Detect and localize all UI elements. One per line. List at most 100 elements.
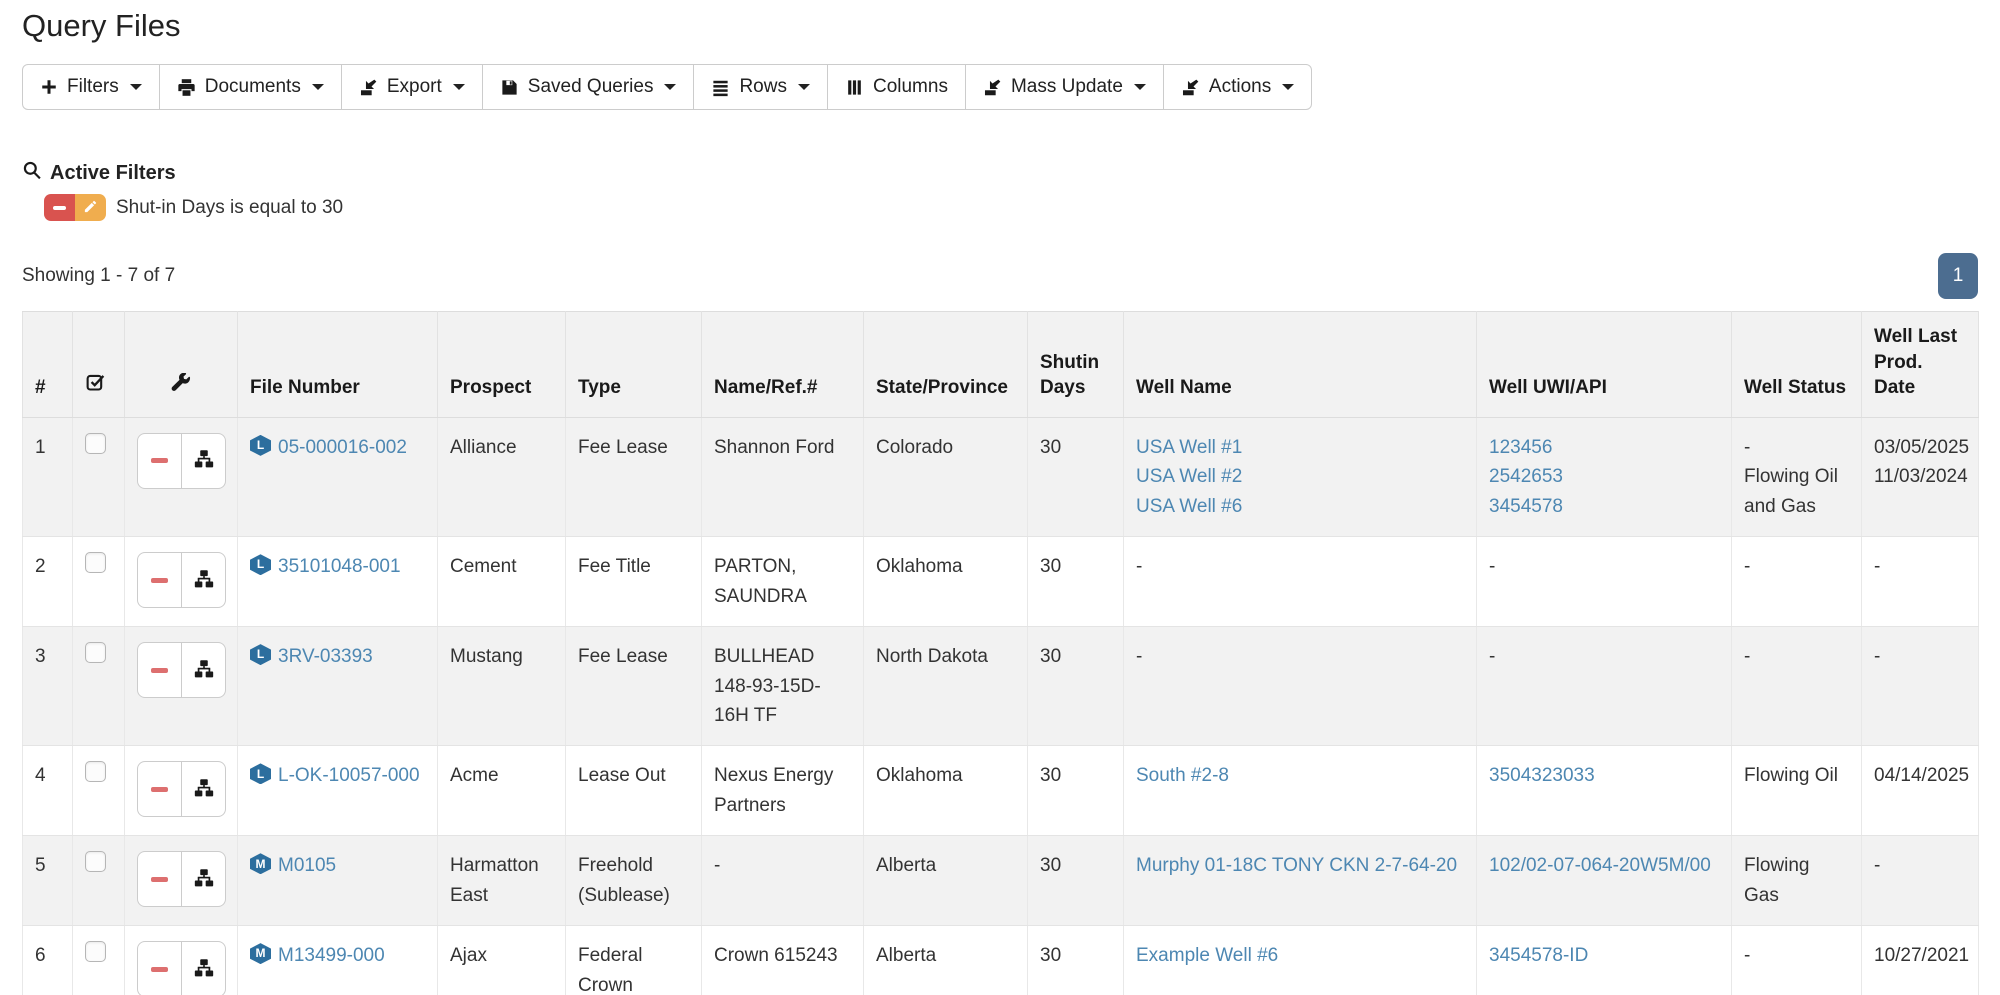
well-uwi: 3454578 (1489, 492, 1719, 521)
results-row: Showing 1 - 7 of 7 1 (22, 253, 1978, 299)
well-uwi-link[interactable]: 3504323033 (1489, 765, 1595, 787)
saved-queries-button-label: Saved Queries (527, 76, 654, 97)
active-filter-text: Shut-in Days is equal to 30 (116, 196, 344, 218)
file-number-cell: M M0105 (237, 835, 438, 927)
well-status: - (1744, 646, 1751, 668)
remove-row-button[interactable] (137, 432, 182, 489)
file-number-cell: L 05-000016-002 (237, 417, 438, 538)
well-uwi-link[interactable]: 123456 (1489, 436, 1553, 458)
shutin-days-cell: 30 (1027, 925, 1124, 995)
well-uwi: 3454578-ID (1489, 941, 1719, 970)
caret-down-icon (1282, 84, 1295, 90)
row-action-group (137, 552, 226, 609)
remove-row-button[interactable] (137, 642, 182, 699)
well-uwi: - (1489, 556, 1496, 578)
active-filters-heading-label: Active Filters (50, 161, 176, 184)
row-checkbox[interactable] (85, 432, 106, 454)
well-uwi: - (1489, 646, 1496, 668)
file-type-icon: M (250, 853, 271, 875)
hierarchy-button[interactable] (181, 761, 226, 818)
import-icon (983, 78, 1002, 97)
well-status: Flowing Oil and Gas (1744, 466, 1838, 517)
toolbar: Filters Documents Export Saved Queries R… (22, 64, 1313, 110)
well-name-link[interactable]: USA Well #1 (1136, 436, 1243, 458)
file-number-link[interactable]: M0105 (278, 855, 337, 877)
state-province-cell: Oklahoma (863, 745, 1028, 837)
file-number-link[interactable]: 3RV-03393 (278, 646, 373, 668)
hierarchy-button[interactable] (181, 552, 226, 609)
shutin-days-cell: 30 (1027, 745, 1124, 837)
columns-button[interactable]: Columns (826, 64, 966, 110)
mass-update-button[interactable]: Mass Update (964, 64, 1164, 110)
file-number-cell: L 35101048-001 (237, 536, 438, 628)
hierarchy-button[interactable] (181, 941, 226, 995)
edit-filter-button[interactable] (75, 194, 106, 221)
hierarchy-button[interactable] (181, 432, 226, 489)
rows-button[interactable]: Rows (693, 64, 828, 110)
well-uwi-link[interactable]: 3454578 (1489, 495, 1563, 517)
row-action-group (137, 941, 226, 995)
row-checkbox[interactable] (85, 761, 106, 783)
row-checkbox[interactable] (85, 941, 106, 963)
remove-row-button[interactable] (137, 761, 182, 818)
well-uwi-link[interactable]: 102/02-07-064-20W5M/00 (1489, 855, 1711, 877)
row-actions-cell (124, 745, 238, 837)
filter-actions (44, 194, 106, 221)
check-square-icon (85, 375, 106, 398)
remove-row-button[interactable] (137, 941, 182, 995)
well-name: Example Well #6 (1136, 941, 1464, 970)
well-name-link[interactable]: Example Well #6 (1136, 945, 1279, 967)
well-name-link[interactable]: Murphy 01-18C TONY CKN 2-7-64-20 (1136, 855, 1458, 877)
well-uwi-api-cell: 123456 2542653 3454578 (1476, 417, 1732, 538)
table-row: 2 L 35101048-001 Cement Fee Title PARTON, SAU… (22, 536, 1979, 628)
row-checkbox[interactable] (85, 642, 106, 664)
caret-down-icon (664, 84, 677, 90)
actions-button[interactable]: Actions (1162, 64, 1313, 110)
column-file-number: File Number (237, 311, 438, 418)
well-status: Flowing Gas (1744, 855, 1810, 906)
well-last-prod-cell: - (1861, 626, 1979, 747)
filters-button[interactable]: Filters (22, 64, 160, 110)
state-province-cell: Oklahoma (863, 536, 1028, 628)
remove-filter-button[interactable] (44, 194, 75, 221)
caret-down-icon (797, 84, 810, 90)
sitemap-icon (194, 659, 214, 682)
well-name-link[interactable]: South #2-8 (1136, 765, 1229, 787)
sitemap-icon (194, 958, 214, 981)
export-button[interactable]: Export (340, 64, 483, 110)
hierarchy-button[interactable] (181, 851, 226, 908)
pagination-page-1[interactable]: 1 (1938, 253, 1978, 299)
remove-row-button[interactable] (137, 552, 182, 609)
row-select-cell (72, 925, 125, 995)
file-number-link[interactable]: 35101048-001 (278, 556, 401, 578)
well-name-link[interactable]: USA Well #6 (1136, 495, 1243, 517)
saved-queries-button[interactable]: Saved Queries (481, 64, 695, 110)
well-uwi-link[interactable]: 3454578-ID (1489, 945, 1589, 967)
type-cell: Fee Lease (565, 626, 702, 747)
import-icon (359, 78, 378, 97)
type-cell: Federal Crown (565, 925, 702, 995)
page-title: Query Files (22, 8, 181, 43)
table-body: 1 L 05-000016-002 Alliance Fee Lease Shannon … (22, 417, 1979, 995)
row-checkbox[interactable] (85, 552, 106, 574)
documents-button[interactable]: Documents (158, 64, 342, 110)
column-well-uwi-api: Well UWI/API (1476, 311, 1732, 418)
file-number-link[interactable]: M13499-000 (278, 945, 385, 967)
well-name-link[interactable]: USA Well #2 (1136, 466, 1243, 488)
row-action-group (137, 432, 226, 489)
row-actions-cell (124, 417, 238, 538)
well-uwi-link[interactable]: 2542653 (1489, 466, 1563, 488)
type-cell: Fee Lease (565, 417, 702, 538)
well-uwi: 102/02-07-064-20W5M/00 (1489, 851, 1719, 880)
table-row: 6 M M13499-000 Ajax Federal Crown Crown 61524… (22, 925, 1979, 995)
file-type-icon: L (250, 644, 271, 666)
columns-icon (845, 78, 864, 97)
name-ref-cell: BULLHEAD 148-93-15D-16H TF (701, 626, 864, 747)
file-number-link[interactable]: 05-000016-002 (278, 436, 407, 458)
remove-row-button[interactable] (137, 851, 182, 908)
hierarchy-button[interactable] (181, 642, 226, 699)
file-number-link[interactable]: L-OK-10057-000 (278, 765, 420, 787)
row-checkbox[interactable] (85, 851, 106, 873)
row-actions-cell (124, 835, 238, 927)
well-name: Murphy 01-18C TONY CKN 2-7-64-20 (1136, 851, 1464, 880)
